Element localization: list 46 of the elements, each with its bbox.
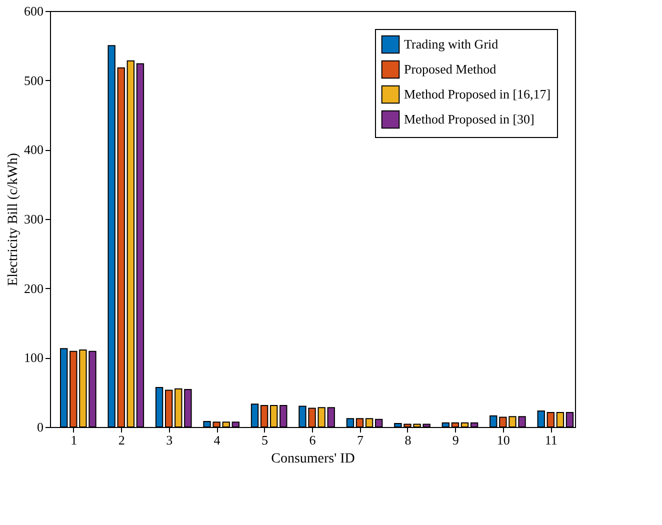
y-tick-label: 600 [24,4,44,18]
bar [280,405,288,428]
bar [365,418,374,428]
x-tick-label: 6 [309,432,316,448]
y-tick-label: 400 [24,142,44,158]
y-tick-label: 200 [24,280,44,296]
bar [136,63,144,428]
bar [556,412,564,428]
bar [346,418,354,428]
bar [270,405,278,428]
y-tick-label: 0 [37,420,44,434]
bar [250,404,259,428]
bar [232,422,240,428]
bar [222,422,230,428]
bar [375,418,383,428]
bar [327,407,335,428]
bar [470,422,478,428]
legend-label: Method Proposed in [30] [404,112,534,126]
bar [155,386,164,428]
x-tick-label: 8 [404,432,412,448]
legend-label: Proposed Method [404,62,497,76]
bar [442,422,450,428]
bar [174,388,182,428]
y-tick-label: 500 [24,72,44,88]
y-tick-label: 300 [24,212,44,226]
x-tick-label: 10 [496,432,510,448]
bar [126,60,134,428]
x-tick-label: 11 [544,432,558,448]
x-tick-label: 1 [70,432,78,448]
x-tick-label: 4 [214,432,221,448]
x-tick-label: 3 [166,432,173,448]
x-tick-label: 9 [452,432,459,448]
bar [108,45,116,428]
x-tick-label: 5 [262,432,268,448]
bar [537,410,545,428]
y-axis-title: Electricity Bill (c/kWh) [6,152,21,286]
legend-label: Trading with Grid [404,36,499,52]
bar [460,422,469,428]
x-axis-title: Consumers' ID [271,452,355,466]
bar [490,415,498,428]
legend-label: Method Proposed in [16,17] [404,86,551,102]
y-tick-label: 100 [24,350,44,366]
x-tick-label: 7 [356,432,364,448]
bar [60,348,68,428]
bar [184,389,192,428]
x-tick-label: 2 [118,432,125,448]
